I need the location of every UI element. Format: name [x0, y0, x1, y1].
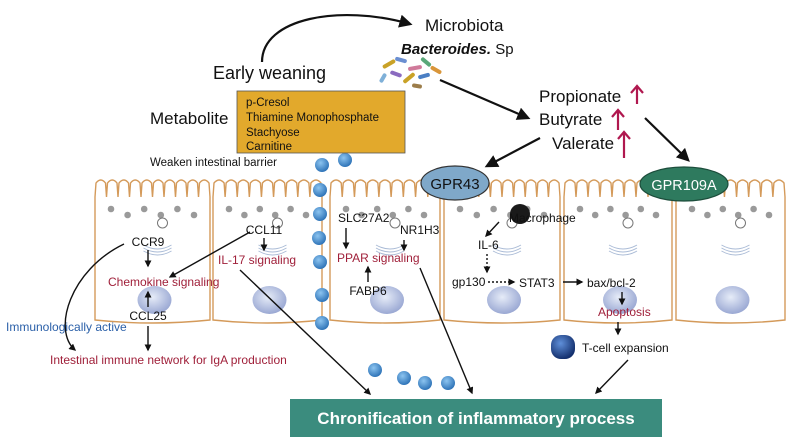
barrier-dot	[418, 376, 432, 390]
cell-3	[329, 179, 441, 324]
butyrate-label: Butyrate	[539, 110, 602, 129]
propionate-label: Propionate	[539, 87, 621, 106]
bacteria-icon	[379, 56, 442, 89]
slc27a2-label: SLC27A2	[338, 211, 390, 225]
arrow-macrophage-to-il6	[485, 221, 500, 238]
gpr43-receptor	[420, 165, 490, 201]
metabolite-item-2: Thiamine Monophosphate	[246, 112, 379, 124]
arrow-scfa-to-gpr109a	[644, 117, 690, 162]
arrow-tcell-to-outcome	[595, 359, 629, 395]
macrophage-label: Macrophage	[509, 211, 576, 225]
apoptosis-label: Apoptosis	[598, 305, 651, 319]
early-weaning-label: Early weaning	[213, 63, 326, 83]
gpr109a-receptor	[639, 166, 729, 202]
ccr9-label: CCR9	[132, 235, 165, 249]
arrow-ppar-to-outcome	[419, 267, 474, 395]
weaken-barrier-label: Weaken intestinal barrier	[150, 157, 277, 169]
metabolite-label: Metabolite	[150, 109, 228, 128]
immunologically-active-label: Immunologically active	[6, 320, 127, 334]
chemokine-signaling-label: Chemokine signaling	[108, 275, 219, 289]
barrier-dot	[441, 376, 455, 390]
gp130-label: gp130	[452, 275, 486, 289]
iga-network-label: Intestinal immune network for IgA produc…	[50, 353, 287, 367]
barrier-dot	[315, 158, 329, 172]
metabolite-item-3: Stachyose	[246, 127, 300, 139]
metabolite-item-4: Carnitine	[246, 141, 292, 153]
il17-signaling-label: IL-17 signaling	[218, 253, 296, 267]
outcome-label: Chronification of inflammatory process	[317, 409, 634, 428]
barrier-dot	[313, 183, 327, 197]
cell-1	[94, 179, 211, 324]
barrier-dot	[397, 371, 411, 385]
gpr109a-label: GPR109A	[651, 178, 717, 194]
increase-arrow-icons	[611, 84, 644, 158]
arrow-scfa-to-gpr43	[484, 137, 541, 168]
tcell-expansion-label: T-cell expansion	[582, 341, 669, 355]
bacteroides-label: Bacteroides. Sp	[401, 41, 514, 58]
barrier-dot	[315, 288, 329, 302]
nr1h3-label: NR1H3	[400, 223, 440, 237]
barrier-dot	[368, 363, 382, 377]
arc-weaning-to-microbiota	[260, 14, 413, 63]
arc-ccr9-to-iga	[64, 243, 125, 351]
barrier-dot	[315, 316, 329, 330]
barrier-dot	[312, 231, 326, 245]
barrier-dot	[313, 207, 327, 221]
bax-bcl2-label: bax/bcl-2	[587, 276, 636, 290]
epithelial-cells	[94, 179, 786, 324]
ccl25-label: CCL25	[129, 309, 167, 323]
arrow-il17-to-outcome	[239, 269, 372, 395]
cell-4	[443, 179, 561, 324]
microbiota-label: Microbiota	[425, 16, 504, 35]
ppar-signaling-label: PPAR signaling	[337, 251, 420, 265]
metabolite-box	[236, 90, 406, 154]
cell-5	[563, 179, 673, 324]
il6-label: IL-6	[478, 238, 499, 252]
arrow-ccl11-to-chemokine	[168, 231, 251, 278]
cell-2	[212, 179, 323, 324]
valerate-label: Valerate	[552, 134, 614, 153]
barrier-dot	[313, 255, 327, 269]
gpr43-label: GPR43	[430, 176, 479, 193]
macrophage-icon	[510, 204, 530, 224]
barrier-dot	[338, 153, 352, 167]
fabp6-label: FABP6	[349, 284, 387, 298]
outcome-box	[290, 399, 662, 437]
ccl11-label: CCL11	[246, 223, 283, 237]
cell-6	[675, 179, 786, 324]
barrier-dots	[312, 153, 455, 390]
metabolite-item-1: p-Cresol	[246, 97, 289, 109]
stat3-label: STAT3	[519, 276, 555, 290]
tcell-icon	[551, 335, 575, 359]
arrow-microbiota-to-scfa	[439, 78, 531, 120]
